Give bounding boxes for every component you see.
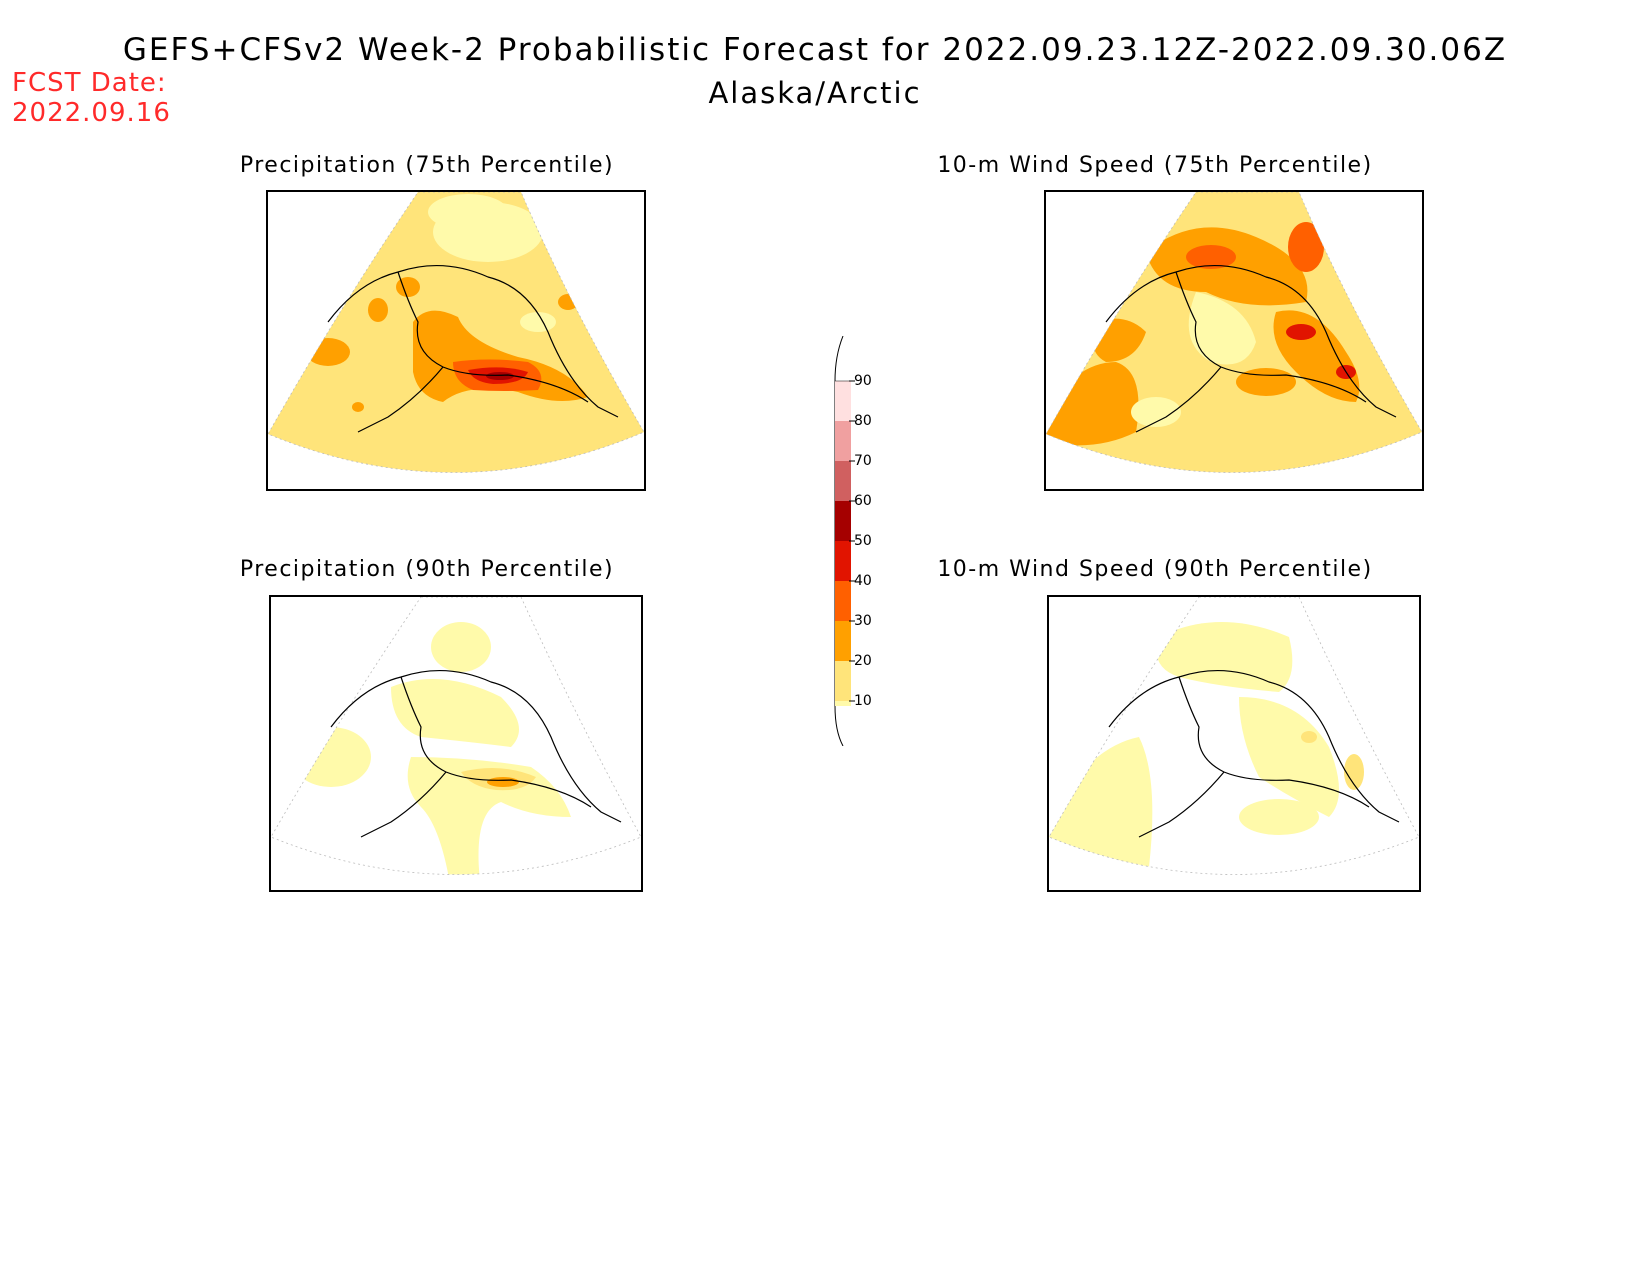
map-wind-75 (1044, 190, 1424, 491)
panel-title-precip-90: Precipitation (90th Percentile) (239, 557, 615, 582)
colorbar-label-60: 60 (854, 493, 872, 509)
colorbar-label-80: 80 (854, 413, 872, 429)
map-wind-90 (1047, 595, 1421, 892)
page-subtitle: Alaska/Arctic (708, 76, 922, 110)
map-precip-75 (266, 190, 646, 491)
colorbar-swatch-20 (835, 661, 851, 701)
forecast-date-label: FCST Date: (12, 68, 167, 98)
colorbar-label-20: 20 (854, 653, 872, 669)
panel-title-wind-75: 10-m Wind Speed (75th Percentile) (937, 153, 1373, 178)
colorbar-label-90: 90 (854, 373, 872, 389)
colorbar-label-10: 10 (854, 693, 872, 709)
colorbar-swatch-40 (835, 581, 851, 621)
colorbar-swatch-60 (835, 501, 851, 541)
colorbar-label-50: 50 (854, 533, 872, 549)
colorbar-swatch-70 (835, 461, 851, 501)
colorbar-label-70: 70 (854, 453, 872, 469)
colorbar-label-30: 30 (854, 613, 872, 629)
colorbar-swatch-30 (835, 621, 851, 661)
colorbar-swatch-50 (835, 541, 851, 581)
colorbar-swatch-80 (835, 421, 851, 461)
colorbar (834, 336, 855, 746)
panel-title-precip-75: Precipitation (75th Percentile) (239, 153, 615, 178)
page-title: GEFS+CFSv2 Week-2 Probabilistic Forecast… (122, 32, 1508, 68)
map-precip-90 (269, 595, 643, 892)
colorbar-swatch-90 (835, 381, 851, 421)
colorbar-swatch-10 (835, 701, 851, 706)
forecast-date-value: 2022.09.16 (12, 98, 171, 128)
colorbar-label-40: 40 (854, 573, 872, 589)
panel-title-wind-90: 10-m Wind Speed (90th Percentile) (937, 557, 1373, 582)
